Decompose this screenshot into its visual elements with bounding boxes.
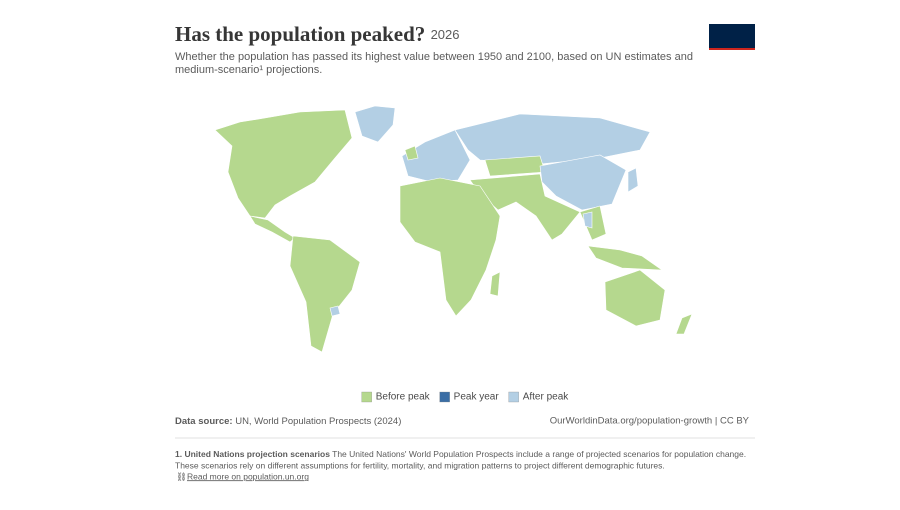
greenland[interactable]	[354, 105, 396, 143]
north-america[interactable]	[214, 109, 353, 219]
source-text: UN, World Population Prospects (2024)	[235, 416, 401, 427]
legend: Before peak Peak year After peak	[361, 391, 570, 403]
legend-label: Peak year	[454, 392, 500, 403]
note-text: The United Nations' World Population Pro…	[332, 449, 746, 459]
ireland-uk[interactable]	[404, 145, 419, 161]
central-america[interactable]	[249, 215, 296, 243]
year: 2026	[431, 27, 460, 42]
source: Data source: UN, World Population Prospe…	[175, 416, 401, 427]
logo[interactable]	[709, 24, 755, 50]
title-text: Has the population peaked?	[175, 22, 425, 46]
europe[interactable]	[401, 129, 471, 183]
note-text: These scenarios rely on different assump…	[175, 460, 665, 470]
madagascar[interactable]	[489, 271, 501, 297]
note-title: 1. United Nations projection scenarios	[175, 449, 330, 459]
note: 1. United Nations projection scenarios T…	[175, 449, 746, 459]
legend-swatch	[439, 391, 450, 403]
source-label: Data source:	[175, 416, 233, 427]
australia[interactable]	[604, 269, 666, 327]
russia[interactable]	[454, 113, 651, 165]
note-link[interactable]: Read more on population.un.org	[187, 471, 309, 481]
southeast-asia[interactable]	[579, 205, 607, 241]
south-america[interactable]	[289, 235, 361, 353]
new-zealand[interactable]	[675, 313, 693, 335]
logo-box	[709, 24, 755, 50]
legend-label: Before peak	[376, 392, 431, 403]
subtitle: Whether the population has passed its hi…	[175, 51, 693, 63]
subtitle: medium-scenario¹ projections.	[175, 64, 322, 76]
thailand[interactable]	[582, 211, 593, 229]
indonesia[interactable]	[587, 245, 664, 271]
source-url[interactable]: OurWorldinData.org/population-growth | C…	[550, 416, 750, 427]
logo-bar	[709, 48, 755, 50]
africa[interactable]	[399, 177, 501, 317]
uruguay[interactable]	[329, 305, 341, 317]
legend-swatch	[508, 391, 519, 403]
link-icon: ⛓	[176, 471, 187, 481]
japan[interactable]	[627, 167, 639, 193]
title: Has the population peaked? 2026	[175, 22, 459, 46]
legend-swatch	[361, 391, 372, 403]
legend-label: After peak	[523, 392, 570, 403]
map	[214, 105, 693, 353]
